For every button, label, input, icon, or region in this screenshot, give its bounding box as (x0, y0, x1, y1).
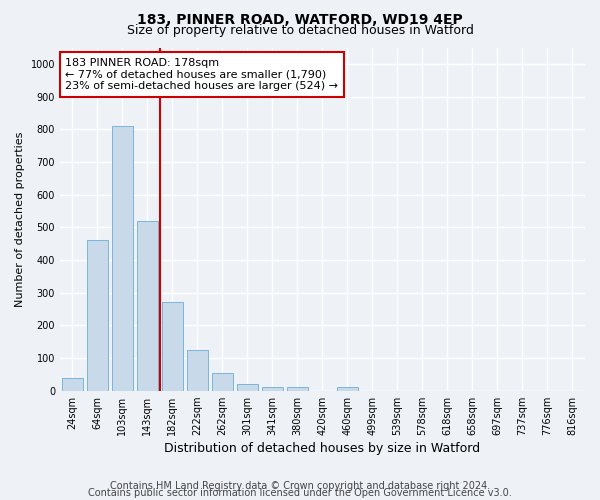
Bar (62, 378, 83, 390)
Bar (112, 126, 133, 390)
Bar (162, 302, 183, 390)
Bar (287, 388, 308, 390)
Bar (187, 350, 208, 391)
Text: 183 PINNER ROAD: 178sqm
← 77% of detached houses are smaller (1,790)
23% of semi: 183 PINNER ROAD: 178sqm ← 77% of detache… (65, 58, 338, 91)
X-axis label: Distribution of detached houses by size in Watford: Distribution of detached houses by size … (164, 442, 481, 455)
Bar (87, 240, 108, 390)
Text: 183, PINNER ROAD, WATFORD, WD19 4EP: 183, PINNER ROAD, WATFORD, WD19 4EP (137, 12, 463, 26)
Bar (237, 384, 258, 390)
Bar (212, 372, 233, 390)
Text: Size of property relative to detached houses in Watford: Size of property relative to detached ho… (127, 24, 473, 37)
Bar (262, 388, 283, 390)
Y-axis label: Number of detached properties: Number of detached properties (15, 132, 25, 307)
Text: Contains HM Land Registry data © Crown copyright and database right 2024.: Contains HM Land Registry data © Crown c… (110, 481, 490, 491)
Bar (337, 388, 358, 390)
Text: Contains public sector information licensed under the Open Government Licence v3: Contains public sector information licen… (88, 488, 512, 498)
Bar (137, 220, 158, 390)
